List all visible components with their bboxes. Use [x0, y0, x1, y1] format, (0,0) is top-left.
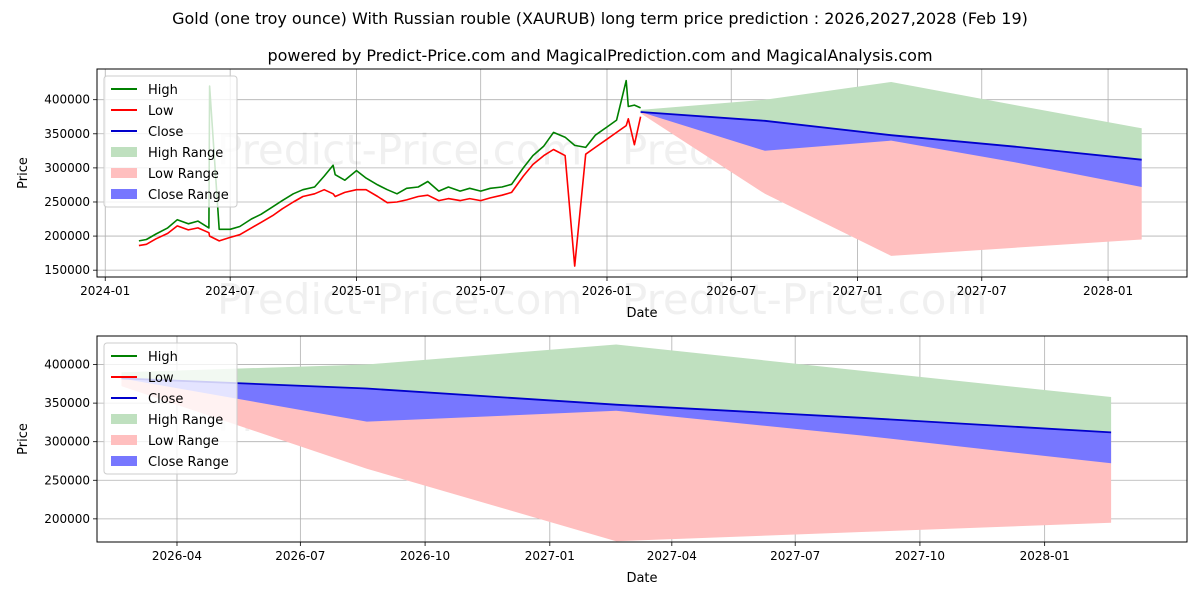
- legend-label-low-range: Low Range: [148, 167, 219, 182]
- plot-area: [138, 79, 1142, 267]
- legend-swatch-close-range: [111, 456, 137, 466]
- legend-label-low-range: Low Range: [148, 434, 219, 449]
- y-tick-label: 200000: [44, 229, 90, 243]
- legend-label-close-range: Close Range: [148, 188, 229, 203]
- legend-box: [103, 342, 238, 475]
- x-tick-label: 2028-01: [1083, 284, 1133, 298]
- legend-label-low: Low: [148, 371, 174, 386]
- x-tick-label: 2027-10: [895, 549, 945, 563]
- plot-forecast-zoom: Predict-Price.comPredict-Price.com2026-0…: [16, 335, 1188, 586]
- legend-label-high-range: High Range: [148, 146, 223, 161]
- x-tick-label: 2026-07: [275, 549, 325, 563]
- close-forecast-line: [121, 377, 1112, 434]
- y-tick-label: 350000: [44, 396, 90, 410]
- x-tick-label: 2026-01: [582, 284, 632, 298]
- close-forecast-line: [640, 111, 1142, 161]
- y-tick-label: 400000: [44, 93, 90, 107]
- y-tick-label: 300000: [44, 161, 90, 175]
- close-range-band: [121, 378, 1112, 464]
- x-axis-label: Date: [626, 306, 657, 321]
- x-tick-label: 2026-07: [706, 284, 756, 298]
- legend-label-close: Close: [148, 125, 183, 140]
- plot-area: [121, 344, 1112, 542]
- legend-swatch-low-range: [111, 435, 137, 445]
- y-axis-label: Price: [16, 423, 31, 455]
- axes-frame: [96, 335, 1188, 543]
- y-tick-label: 150000: [44, 263, 90, 277]
- watermark: Predict-Price.com: [217, 275, 582, 324]
- legend-swatch-high-range: [111, 147, 137, 157]
- low-line: [138, 116, 642, 267]
- x-tick-label: 2028-01: [1020, 549, 1070, 563]
- legend-swatch-high-range: [111, 414, 137, 424]
- plot-full-history: Predict-Price.comPredict-Price.com2024-0…: [16, 68, 1188, 321]
- watermark: Predict-Price.com: [217, 126, 582, 175]
- watermark: Predict-Price.com: [622, 275, 987, 324]
- x-tick-label: 2025-07: [456, 284, 506, 298]
- close-range-band: [640, 112, 1142, 187]
- legend-box: [103, 75, 238, 208]
- x-tick-label: 2027-01: [525, 549, 575, 563]
- legend-swatch-close-range: [111, 189, 137, 199]
- legend: High Low Close High Range Low Range Close Ran…: [103, 342, 238, 475]
- y-tick-label: 400000: [44, 358, 90, 372]
- x-tick-label: 2027-01: [832, 284, 882, 298]
- legend-label-high-range: High Range: [148, 413, 223, 428]
- y-tick-label: 250000: [44, 473, 90, 487]
- high-range-band: [121, 344, 1112, 433]
- y-tick-label: 200000: [44, 512, 90, 526]
- x-axis-label: Date: [626, 571, 657, 586]
- y-tick-label: 300000: [44, 435, 90, 449]
- legend-label-close-range: Close Range: [148, 455, 229, 470]
- high-range-band: [640, 82, 1142, 160]
- x-tick-label: 2024-07: [205, 284, 255, 298]
- x-tick-label: 2025-01: [331, 284, 381, 298]
- legend-label-high: High: [148, 350, 178, 365]
- axes-frame: [96, 68, 1188, 278]
- chart-subtitle: powered by Predict-Price.com and Magical…: [267, 46, 933, 65]
- legend-label-close: Close: [148, 392, 183, 407]
- legend-label-low: Low: [148, 104, 174, 119]
- y-tick-label: 250000: [44, 195, 90, 209]
- x-tick-label: 2027-07: [957, 284, 1007, 298]
- legend-swatch-low-range: [111, 168, 137, 178]
- x-tick-label: 2026-04: [152, 549, 202, 563]
- legend-label-high: High: [148, 83, 178, 98]
- chart-title: Gold (one troy ounce) With Russian roubl…: [172, 9, 1028, 28]
- x-tick-label: 2026-10: [400, 549, 450, 563]
- legend: High Low Close High Range Low Range Close Ran…: [103, 75, 238, 208]
- x-tick-label: 2027-04: [647, 549, 697, 563]
- y-tick-label: 350000: [44, 127, 90, 141]
- x-tick-label: 2024-01: [80, 284, 130, 298]
- x-tick-label: 2027-07: [770, 549, 820, 563]
- y-axis-label: Price: [16, 157, 31, 189]
